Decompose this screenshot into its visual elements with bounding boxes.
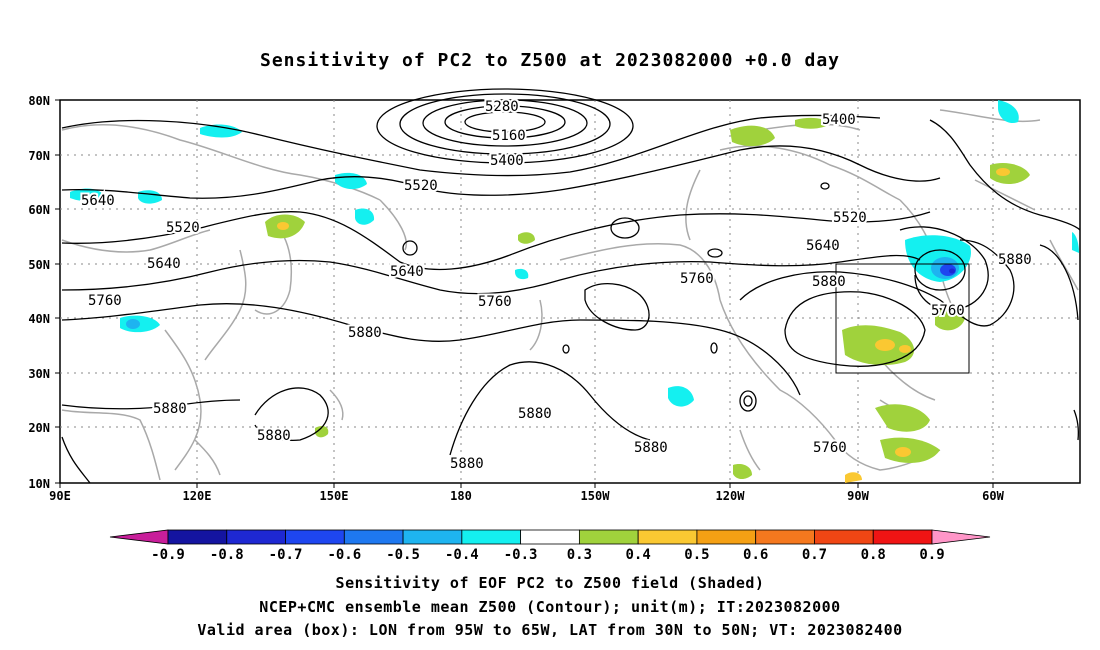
contour-label: 5880 xyxy=(257,428,291,444)
y-tick-label: 60N xyxy=(28,203,50,217)
colorbar-tick-label: 0.7 xyxy=(802,547,827,563)
contour-label: 5280 xyxy=(485,99,519,115)
y-tick-label: 70N xyxy=(28,149,50,163)
colorbar-swatch xyxy=(402,529,463,545)
y-tick-label: 30N xyxy=(28,367,50,381)
colorbar-tick-label: -0.6 xyxy=(327,547,361,563)
x-tick-label: 180 xyxy=(450,489,472,503)
colorbar-tick-label: 0.3 xyxy=(567,547,592,563)
colorbar-swatch xyxy=(814,529,874,545)
colorbar-tick-label: 0.4 xyxy=(626,547,651,563)
contour-label: 5520 xyxy=(404,178,438,194)
colorbar-swatch xyxy=(696,529,757,545)
contour-label: 5880 xyxy=(348,325,382,341)
colorbar-tick-label: 0.8 xyxy=(861,547,886,563)
colorbar-tick-label: -0.4 xyxy=(445,547,479,563)
x-tick-label: 120E xyxy=(183,489,212,503)
colorbar-swatch xyxy=(285,529,345,545)
colorbar-swatch xyxy=(343,529,404,545)
colorbar-swatch xyxy=(461,529,522,545)
x-tick-label: 150E xyxy=(320,489,349,503)
colorbar-tick-label: -0.7 xyxy=(269,547,303,563)
contour-label: 5520 xyxy=(166,220,200,236)
colorbar-tick-label: -0.3 xyxy=(504,547,538,563)
colorbar-tick-label: -0.8 xyxy=(210,547,244,563)
axis-ticks xyxy=(55,99,994,488)
contour-label: 5760 xyxy=(680,271,714,287)
colorbar-tick-label: -0.9 xyxy=(151,547,185,563)
x-tick-label: 90E xyxy=(49,489,71,503)
colorbar-swatch xyxy=(755,529,815,545)
colorbar-right-triangle xyxy=(931,529,991,545)
colorbar-swatch xyxy=(167,529,228,545)
contour-label: 5880 xyxy=(634,440,668,456)
caption-line-2: NCEP+CMC ensemble mean Z500 (Contour); u… xyxy=(259,598,841,616)
contour-label: 5160 xyxy=(492,128,526,144)
contour-label: 5640 xyxy=(390,264,424,280)
colorbar-swatch xyxy=(520,529,580,545)
contour-label: 5760 xyxy=(813,440,847,456)
contour-label: 5880 xyxy=(998,252,1032,268)
x-tick-label: 120W xyxy=(716,489,746,503)
shaded-sensitivity xyxy=(70,100,1079,483)
colorbar-labels: -0.9 -0.8 -0.7 -0.6 -0.5 -0.4 -0.3 0.3 0.4 0.5 0.6… xyxy=(151,547,945,563)
z500-contours xyxy=(61,88,1081,484)
contour-label: 5400 xyxy=(822,112,856,128)
contour-label: 5880 xyxy=(518,406,552,422)
contour-label: 5520 xyxy=(833,210,867,226)
valid-area-box xyxy=(835,263,970,374)
x-tick-label: 150W xyxy=(581,489,611,503)
colorbar-left-triangle xyxy=(109,529,169,545)
colorbar-swatch xyxy=(637,529,698,545)
colorbar-tick-label: -0.5 xyxy=(386,547,420,563)
caption-line-3: Valid area (box): LON from 95W to 65W, L… xyxy=(197,621,903,639)
contour-label-group: 5280 5160 5400 5520 5640 5520 5640 5760 … xyxy=(79,97,1034,474)
colorbar-swatch xyxy=(226,529,286,545)
plot-title: Sensitivity of PC2 to Z500 at 2023082000… xyxy=(259,50,840,71)
contour-label: 5640 xyxy=(806,238,840,254)
contour-label: 5760 xyxy=(931,303,965,319)
contour-label: 5880 xyxy=(153,401,187,417)
y-tick-label: 10N xyxy=(28,477,50,491)
y-tick-label: 20N xyxy=(28,421,50,435)
contour-label: 5880 xyxy=(812,274,846,290)
y-tick-label: 40N xyxy=(28,312,50,326)
contour-label: 5640 xyxy=(147,256,181,272)
contour-label: 5760 xyxy=(478,294,512,310)
colorbar-tick-label: 0.9 xyxy=(919,547,944,563)
colorbar-swatch xyxy=(578,529,639,545)
colorbar-tick-label: 0.6 xyxy=(743,547,768,563)
x-tick-label: 90W xyxy=(847,489,869,503)
y-tick-label: 80N xyxy=(28,94,50,108)
y-tick-label: 50N xyxy=(28,258,50,272)
colorbar xyxy=(109,529,991,545)
contour-label: 5400 xyxy=(490,153,524,169)
colorbar-swatch xyxy=(872,529,933,545)
caption-line-1: Sensitivity of EOF PC2 to Z500 field (Sh… xyxy=(335,574,765,592)
contour-label: 5640 xyxy=(81,193,115,209)
x-tick-label: 60W xyxy=(982,489,1004,503)
contour-label: 5760 xyxy=(88,293,122,309)
contour-label: 5880 xyxy=(450,456,484,472)
colorbar-tick-label: 0.5 xyxy=(684,547,709,563)
